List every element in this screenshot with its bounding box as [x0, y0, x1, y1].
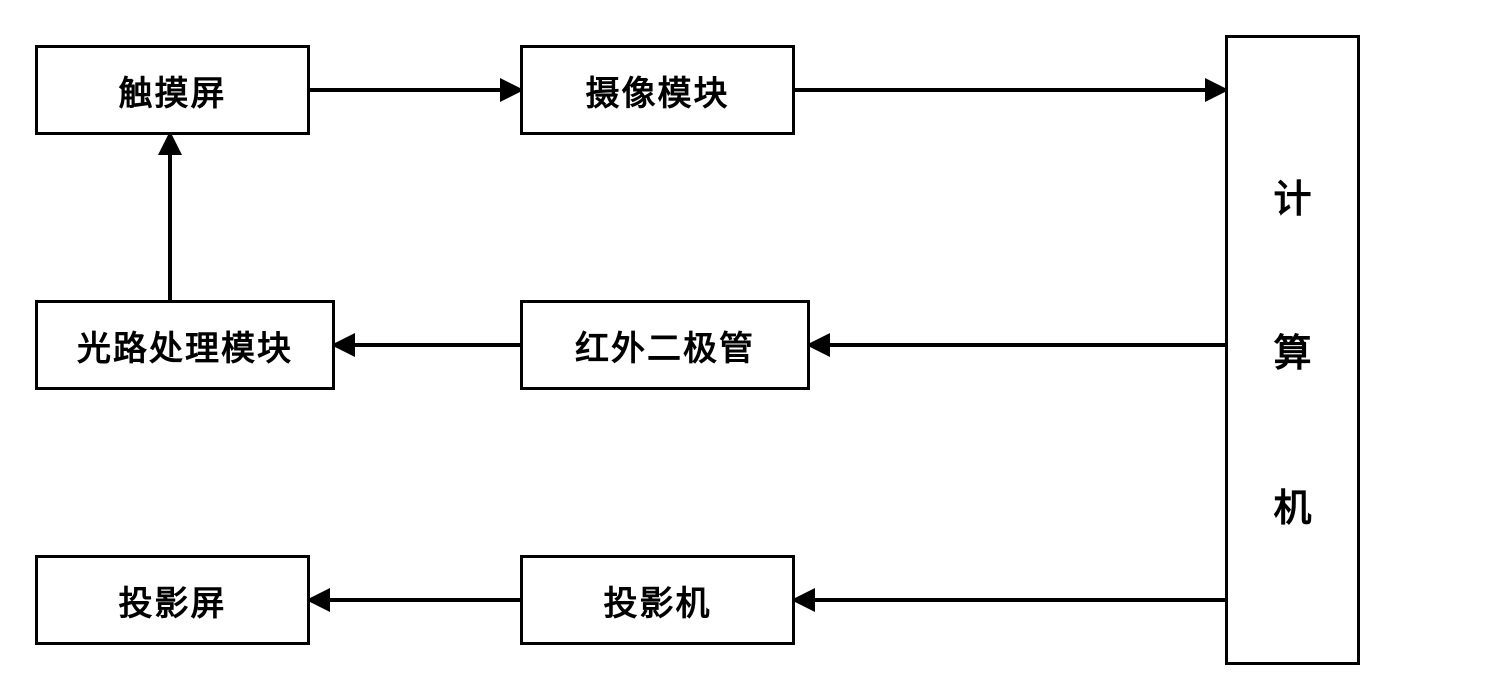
computer-char-0: 计 — [1273, 168, 1311, 223]
node-projector: 投影机 — [520, 555, 795, 645]
computer-char-1: 算 — [1273, 322, 1311, 377]
node-label: 触摸屏 — [119, 66, 227, 115]
node-label: 红外二极管 — [575, 321, 755, 370]
node-optical-module: 光路处理模块 — [35, 300, 335, 390]
node-projection-screen: 投影屏 — [35, 555, 310, 645]
node-camera-module: 摄像模块 — [520, 45, 795, 135]
node-touch-screen: 触摸屏 — [35, 45, 310, 135]
computer-char-2: 机 — [1273, 477, 1311, 532]
node-computer: 计 算 机 — [1225, 35, 1360, 665]
node-ir-diode: 红外二极管 — [520, 300, 810, 390]
diagram-canvas: 触摸屏 摄像模块 光路处理模块 红外二极管 投影屏 投影机 计 算 机 — [0, 0, 1509, 696]
node-label: 投影屏 — [119, 576, 227, 625]
node-label: 光路处理模块 — [77, 321, 293, 370]
node-label: 摄像模块 — [586, 66, 730, 115]
node-label: 投影机 — [604, 576, 712, 625]
